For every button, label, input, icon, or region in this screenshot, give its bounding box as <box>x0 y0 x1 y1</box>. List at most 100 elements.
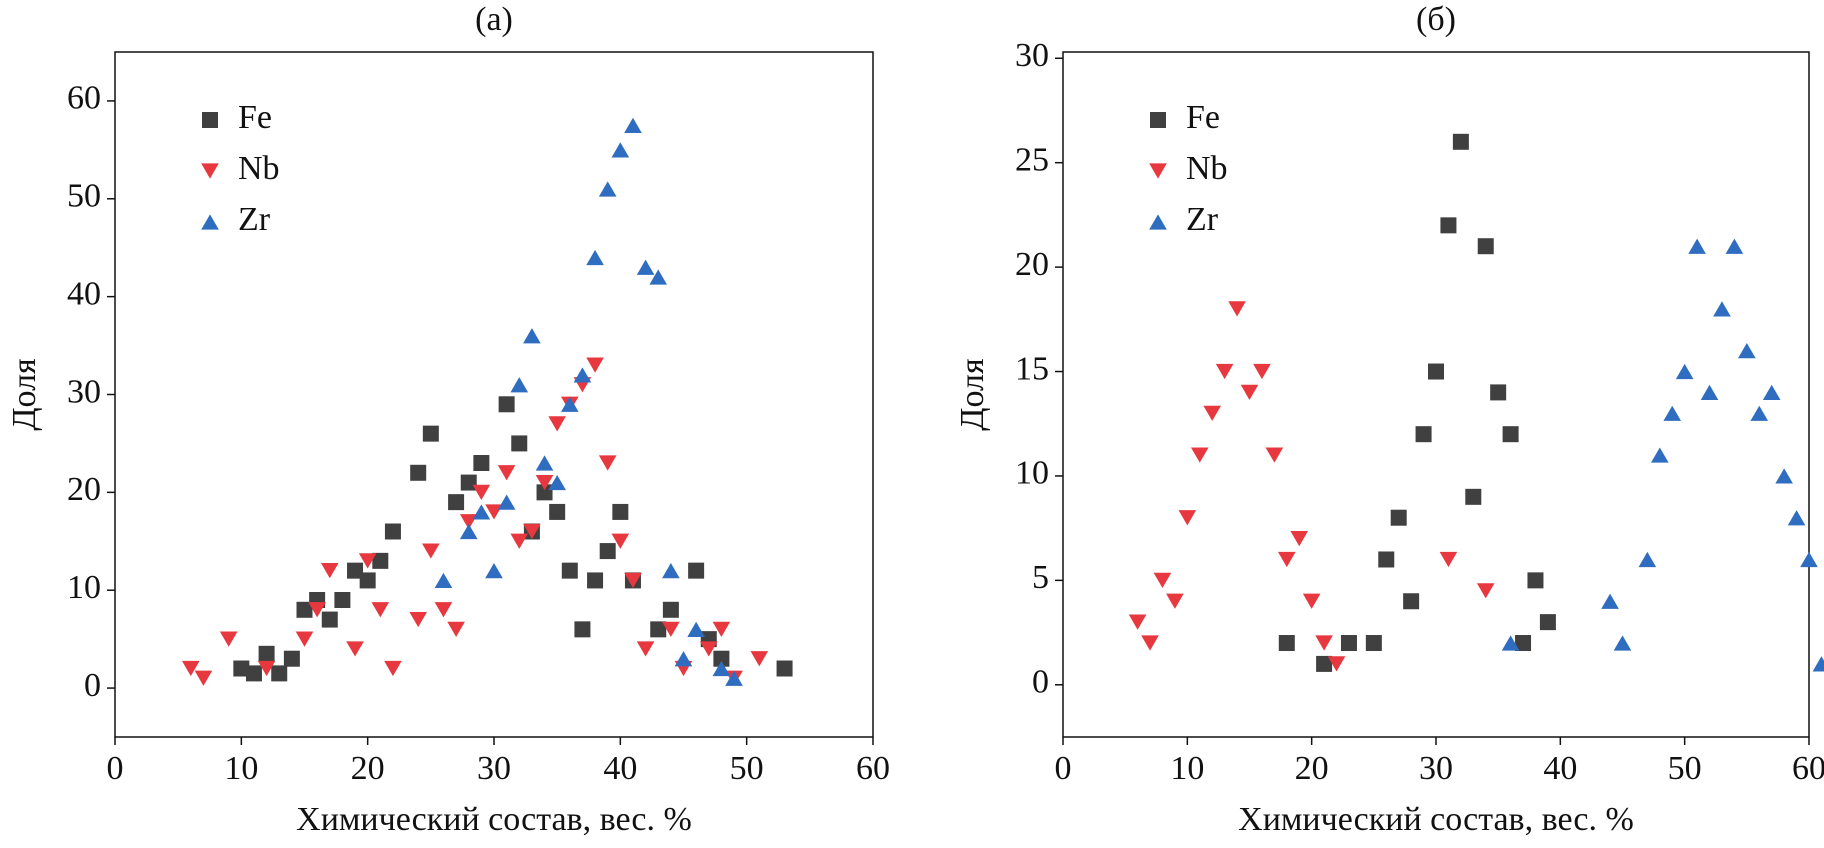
marker <box>1228 301 1246 317</box>
marker <box>636 641 655 657</box>
marker <box>548 416 566 432</box>
x-tick-label: 10 <box>224 750 258 787</box>
marker <box>1812 656 1824 672</box>
marker <box>1700 384 1719 401</box>
marker <box>1278 635 1295 652</box>
marker <box>1327 656 1346 672</box>
marker <box>384 660 402 677</box>
marker <box>347 562 364 579</box>
marker <box>1675 363 1694 380</box>
marker <box>725 670 743 686</box>
marker <box>510 377 529 393</box>
marker <box>257 660 276 677</box>
x-tick-label: 30 <box>1419 750 1453 787</box>
marker <box>1539 614 1556 631</box>
plot-frame <box>1062 51 1810 738</box>
marker <box>776 660 793 677</box>
marker <box>1613 635 1632 651</box>
marker <box>574 621 591 638</box>
y-axis-label: Доля <box>954 358 991 431</box>
marker <box>1302 593 1321 609</box>
marker <box>1465 488 1482 505</box>
marker <box>561 562 578 579</box>
marker <box>460 474 477 491</box>
marker <box>1378 551 1395 568</box>
marker <box>586 357 604 373</box>
marker <box>497 465 516 481</box>
x-axis-label: Химический состав, вес. % <box>1238 801 1634 838</box>
marker <box>1490 384 1507 401</box>
marker <box>1253 363 1271 380</box>
marker <box>1290 531 1309 547</box>
marker <box>320 563 339 579</box>
marker <box>662 563 680 579</box>
marker <box>1440 217 1457 234</box>
marker <box>1725 238 1744 254</box>
x-tick-label: 30 <box>477 750 511 787</box>
marker <box>1178 510 1197 526</box>
marker <box>1365 635 1382 652</box>
y-tick-label: 10 <box>1015 455 1049 492</box>
marker <box>561 396 579 412</box>
x-tick-label: 20 <box>1295 750 1329 787</box>
marker <box>535 474 554 491</box>
marker <box>334 592 351 608</box>
y-tick-label: 30 <box>1015 37 1049 74</box>
marker <box>1762 384 1781 401</box>
marker <box>662 601 679 618</box>
y-tick-label: 20 <box>1015 246 1049 283</box>
legend-marker <box>1149 214 1167 230</box>
x-tick-label: 40 <box>1543 750 1577 787</box>
marker <box>258 645 275 662</box>
marker <box>497 494 516 510</box>
marker <box>598 455 617 471</box>
marker <box>611 533 630 549</box>
legend-label: Zr <box>1186 201 1219 238</box>
marker <box>624 572 642 589</box>
marker <box>1166 593 1184 609</box>
marker <box>1128 614 1147 630</box>
marker <box>1190 447 1209 463</box>
marker <box>713 650 730 667</box>
marker <box>573 367 592 383</box>
marker <box>1265 447 1284 463</box>
x-tick-label: 40 <box>603 750 637 787</box>
legend-marker <box>1150 112 1166 128</box>
marker <box>1141 635 1159 651</box>
marker <box>598 181 617 197</box>
marker <box>1153 572 1172 588</box>
marker <box>472 504 491 520</box>
x-tick-label: 50 <box>1668 750 1702 787</box>
x-tick-label: 20 <box>351 750 385 787</box>
marker <box>1651 447 1669 463</box>
y-tick-label: 0 <box>1032 664 1049 701</box>
marker <box>271 665 288 682</box>
legend-label: Zr <box>238 201 271 238</box>
marker <box>1316 655 1333 672</box>
y-tick-label: 60 <box>67 80 101 117</box>
marker <box>498 396 515 413</box>
marker <box>1501 635 1520 651</box>
marker <box>750 651 769 667</box>
marker <box>384 523 401 540</box>
marker <box>245 665 262 682</box>
y-tick-label: 15 <box>1015 350 1049 387</box>
marker <box>308 602 326 618</box>
marker <box>1601 593 1619 609</box>
marker <box>699 641 718 657</box>
marker <box>586 249 604 266</box>
marker <box>662 621 680 637</box>
y-tick-label: 20 <box>67 471 101 508</box>
marker <box>422 543 440 559</box>
legend-label: Fe <box>238 99 272 136</box>
marker <box>636 259 655 275</box>
marker <box>1638 551 1657 568</box>
x-tick-label: 0 <box>107 750 124 787</box>
marker <box>624 117 642 133</box>
marker <box>359 572 376 589</box>
marker <box>473 455 490 471</box>
marker <box>649 269 668 285</box>
marker <box>548 474 566 491</box>
legend-label: Nb <box>1186 150 1228 187</box>
